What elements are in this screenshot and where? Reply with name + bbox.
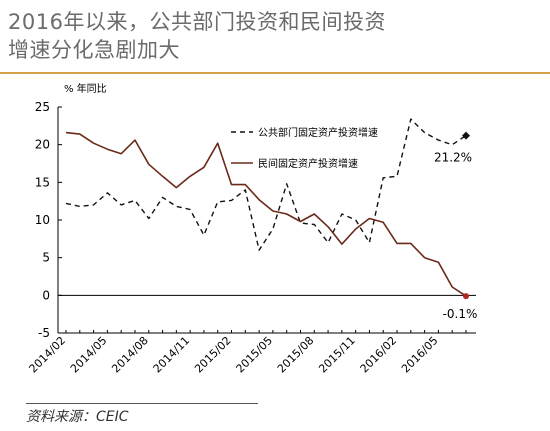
private-investment-line [65,131,467,297]
private-end-marker [463,293,469,300]
public-end-marker [462,131,470,140]
x-tick-label: 2015/02 [192,334,234,376]
x-tick-label: 2014/08 [109,334,151,376]
title-divider [0,72,550,74]
x-tick-label: 2014/02 [27,334,69,376]
y-tick-label: 20 [35,138,50,152]
x-tick-label: 2015/11 [316,334,358,376]
chart-title: 2016年以来，公共部门投资和民间投资 增速分化急剧加大 [8,8,386,64]
x-tick-label: 2014/05 [68,334,110,376]
x-tick-label: 2016/05 [399,334,441,376]
y-tick-label: -5 [38,326,50,340]
y-tick-label: 0 [42,288,50,302]
y-unit-label: % 年同比 [64,82,107,95]
legend-private-label: 民间固定资产投资增速 [258,157,358,170]
source-divider [26,403,258,404]
x-tick-label: 2016/02 [358,334,400,376]
title-line-1: 2016年以来，公共部门投资和民间投资 [8,10,386,34]
x-tick-label: 2015/05 [234,334,276,376]
public-investment-line [65,118,467,251]
y-tick-label: 5 [42,251,50,265]
source-note: 资料来源：CEIC [26,409,129,425]
private-end-label: -0.1% [443,307,478,321]
x-tick-label: 2014/11 [151,334,193,376]
legend-public-label: 公共部门固定资产投资增速 [258,126,378,139]
title-line-2: 增速分化急剧加大 [8,38,180,62]
y-tick-label: 15 [35,175,50,189]
y-tick-label: 25 [35,100,50,114]
y-tick-label: 10 [35,213,50,227]
x-tick-label: 2015/08 [275,334,317,376]
public-end-label: 21.2% [434,151,472,165]
